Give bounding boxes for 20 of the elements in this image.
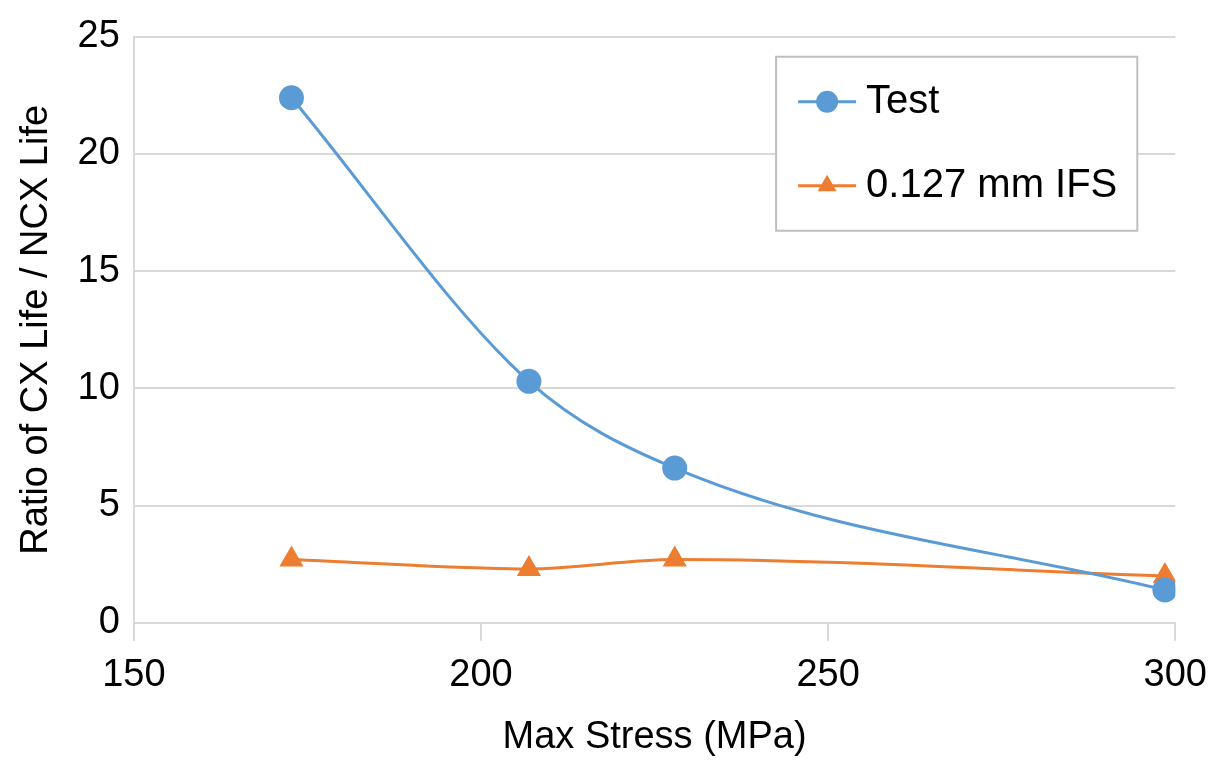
point <box>663 547 686 567</box>
point <box>278 85 304 111</box>
x-tick-label: 150 <box>102 652 166 695</box>
y-tick-label: 0 <box>98 599 120 642</box>
point <box>516 368 542 394</box>
y-tick-label: 20 <box>77 130 120 173</box>
point <box>517 556 540 576</box>
x-tick-label: 200 <box>449 652 513 695</box>
y-axis-title: Ratio of CX Life / NCX Life <box>13 104 56 555</box>
x-tick-label: 300 <box>1143 652 1207 695</box>
y-tick-label: 25 <box>77 13 120 56</box>
x-axis-title: Max Stress (MPa) <box>502 713 807 756</box>
y-tick-label: 5 <box>98 482 120 525</box>
point <box>280 547 303 567</box>
x-tick-label: 250 <box>796 652 860 695</box>
y-tick-label: 10 <box>77 364 120 407</box>
legend-label: Test <box>866 76 940 121</box>
point <box>662 455 688 481</box>
y-tick-label: 15 <box>77 247 120 290</box>
legend-label: 0.127 mm IFS <box>866 160 1118 205</box>
